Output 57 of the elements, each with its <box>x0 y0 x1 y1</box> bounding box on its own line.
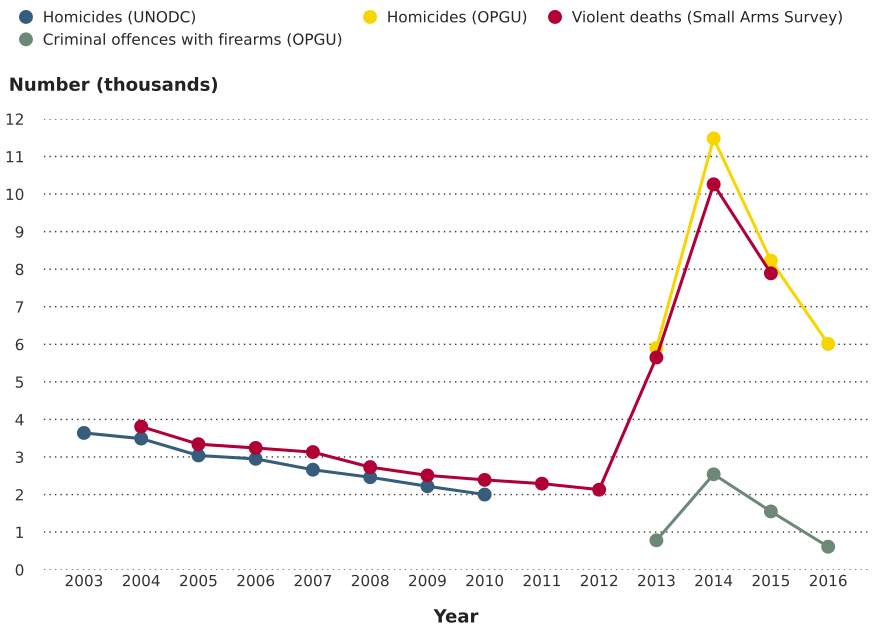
point <box>191 437 206 452</box>
point <box>306 445 320 460</box>
point <box>649 533 664 548</box>
legend-label: Homicides (UNODC) <box>44 10 195 24</box>
x-tick-label: 2014 <box>695 574 732 586</box>
y-tick-label: 5 <box>16 376 24 388</box>
y-tick-label: 12 <box>6 113 23 125</box>
point <box>478 472 492 487</box>
x-tick-label: 2013 <box>638 574 675 586</box>
point <box>306 462 320 477</box>
legend-label: Homicides (OPGU) <box>388 10 526 24</box>
point <box>191 448 206 462</box>
y-tick-label: 4 <box>15 414 24 426</box>
point <box>134 420 148 434</box>
x-tick-label: 2006 <box>237 574 274 586</box>
y-tick-label: 0 <box>16 564 24 576</box>
point <box>706 177 721 192</box>
point <box>764 504 778 518</box>
legend-label: Violent deaths (Small Arms Survey) <box>572 10 842 26</box>
x-tick-label: 2005 <box>180 574 217 586</box>
point <box>821 540 836 554</box>
x-tick-label: 2015 <box>752 574 790 586</box>
y-tick-label: 6 <box>16 338 24 350</box>
x-tick-label: 2012 <box>580 574 618 586</box>
point <box>363 460 378 474</box>
y-tick-label: 1 <box>16 526 23 538</box>
x-tick-label: 2010 <box>466 574 504 586</box>
point <box>134 432 148 446</box>
x-tick-label: 2003 <box>66 574 102 586</box>
x-tick-label: 2011 <box>524 574 560 586</box>
point <box>821 336 836 351</box>
point <box>76 426 91 440</box>
y-tick-label: 2 <box>16 489 23 500</box>
x-axis-title: Year <box>433 609 478 623</box>
point <box>706 467 721 482</box>
point <box>420 468 434 482</box>
y-axis-title: Number (thousands) <box>10 77 218 94</box>
y-tick-label: 9 <box>16 226 24 238</box>
y-tick-label: 3 <box>16 451 24 463</box>
point <box>592 482 606 497</box>
y-tick-label: 10 <box>6 188 24 200</box>
point <box>764 266 778 280</box>
y-tick-label: 7 <box>16 301 24 313</box>
legend-label: Criminal offences with firearms (OPGU) <box>44 33 342 47</box>
x-tick-label: 2008 <box>352 574 389 586</box>
point <box>649 350 664 364</box>
point <box>534 476 549 491</box>
x-tick-label: 2007 <box>294 574 332 586</box>
y-tick-label: 8 <box>16 264 24 276</box>
x-tick-label: 2016 <box>810 574 847 586</box>
x-tick-label: 2009 <box>409 574 446 586</box>
point <box>764 254 778 268</box>
point <box>248 441 263 455</box>
x-tick-label: 2004 <box>122 574 160 586</box>
point <box>478 488 492 502</box>
point <box>706 132 721 146</box>
y-tick-label: 11 <box>6 151 23 162</box>
